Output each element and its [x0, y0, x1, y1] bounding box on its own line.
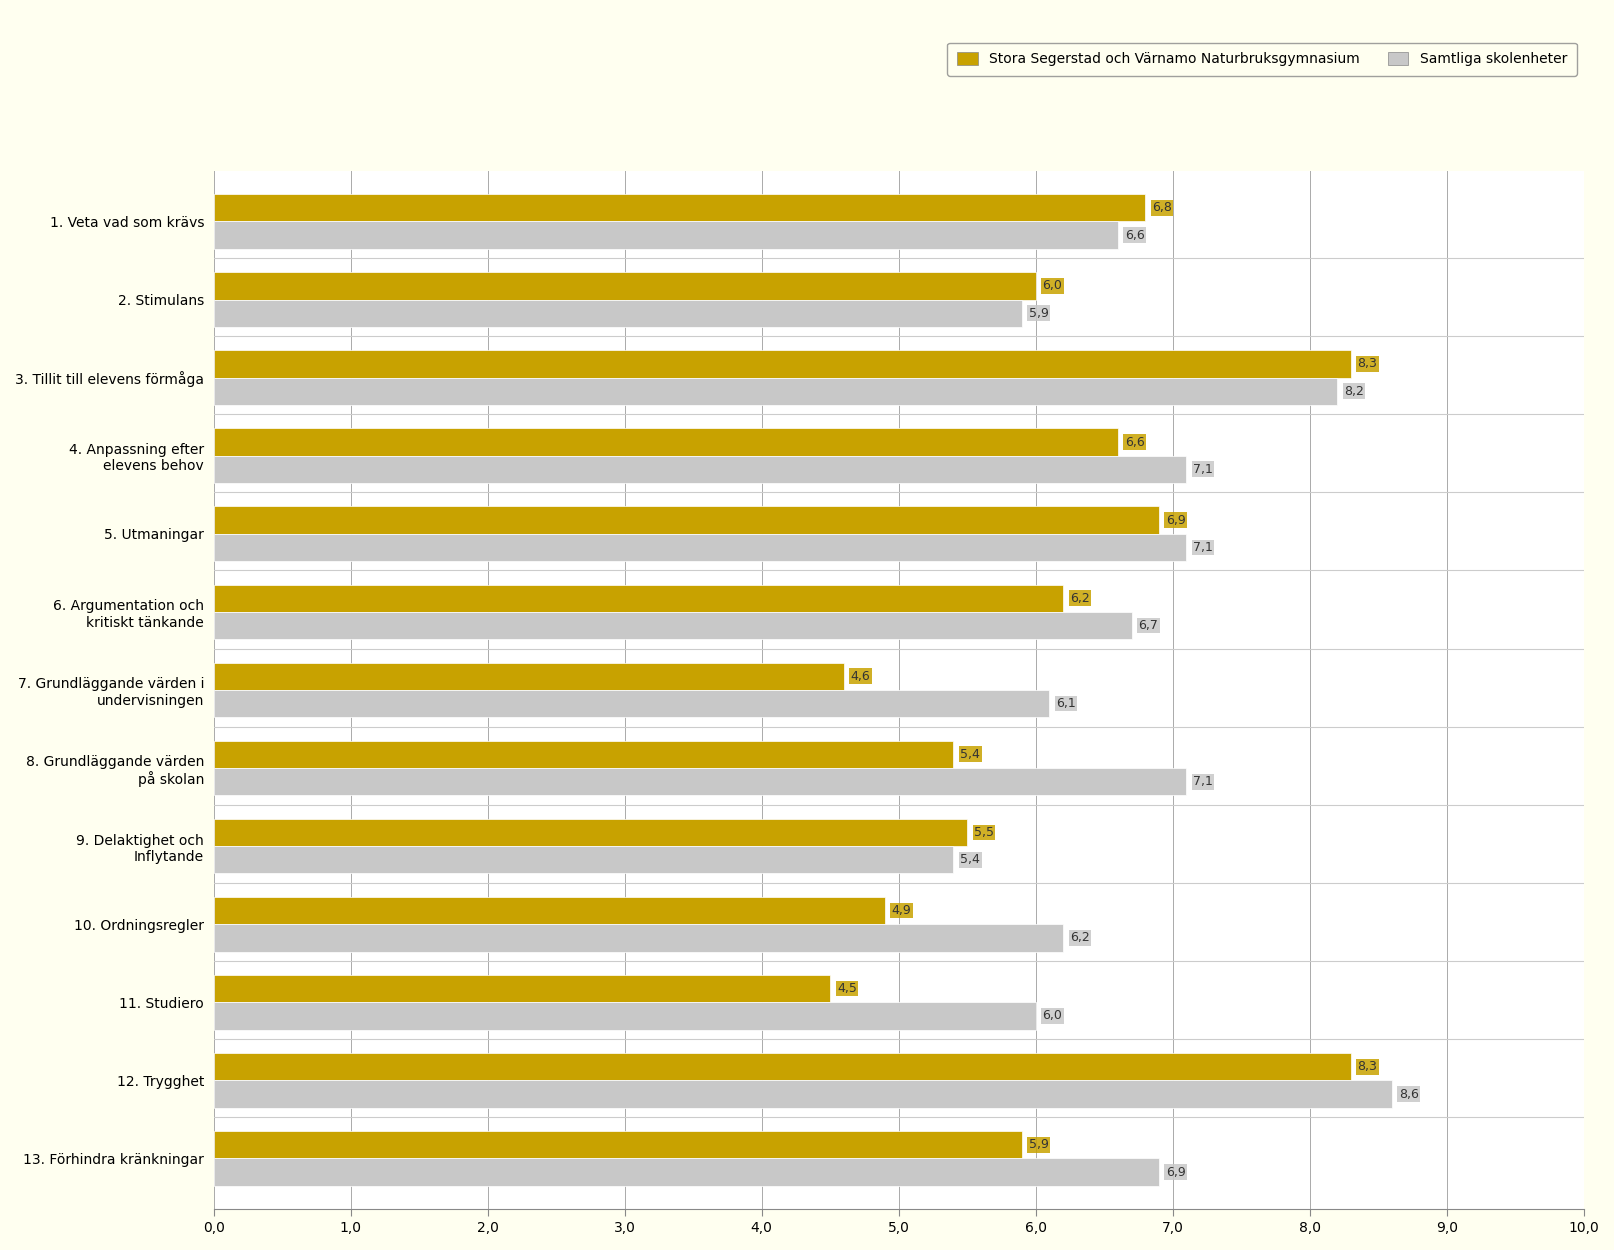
Bar: [213, 1052, 1351, 1080]
Bar: [213, 506, 1159, 534]
Bar: [213, 819, 967, 846]
Text: 6,7: 6,7: [1138, 619, 1159, 632]
Text: 4,5: 4,5: [838, 982, 857, 995]
Bar: [213, 456, 1186, 482]
Legend: Stora Segerstad och Värnamo Naturbruksgymnasium, Samtliga skolenheter: Stora Segerstad och Värnamo Naturbruksgy…: [947, 42, 1577, 76]
Bar: [213, 194, 1146, 221]
Text: 6,1: 6,1: [1056, 698, 1077, 710]
Text: 6,6: 6,6: [1125, 229, 1144, 241]
Bar: [213, 350, 1351, 378]
Text: 4,6: 4,6: [851, 670, 870, 682]
Bar: [213, 611, 1131, 639]
Text: 7,1: 7,1: [1193, 775, 1214, 789]
Text: 6,8: 6,8: [1152, 201, 1172, 214]
Text: 8,3: 8,3: [1357, 1060, 1377, 1074]
Bar: [213, 1080, 1391, 1108]
Bar: [213, 300, 1022, 326]
Text: 4,9: 4,9: [893, 904, 912, 918]
Bar: [213, 1159, 1159, 1186]
Bar: [213, 690, 1049, 718]
Text: 8,6: 8,6: [1399, 1088, 1419, 1100]
Bar: [213, 272, 1036, 300]
Text: 6,0: 6,0: [1043, 279, 1062, 292]
Text: 5,9: 5,9: [1028, 1139, 1049, 1151]
Text: 6,9: 6,9: [1165, 514, 1186, 526]
Bar: [213, 924, 1064, 951]
Text: 6,0: 6,0: [1043, 1010, 1062, 1022]
Text: 5,5: 5,5: [973, 826, 994, 839]
Bar: [213, 662, 844, 690]
Text: 7,1: 7,1: [1193, 541, 1214, 554]
Text: 6,9: 6,9: [1165, 1165, 1186, 1179]
Bar: [213, 1131, 1022, 1159]
Text: 6,2: 6,2: [1070, 931, 1089, 944]
Bar: [213, 221, 1119, 249]
Text: 7,1: 7,1: [1193, 462, 1214, 476]
Bar: [213, 768, 1186, 795]
Text: 6,2: 6,2: [1070, 591, 1089, 605]
Text: 5,9: 5,9: [1028, 306, 1049, 320]
Bar: [213, 741, 954, 768]
Text: 8,3: 8,3: [1357, 357, 1377, 370]
Bar: [213, 846, 954, 874]
Bar: [213, 975, 830, 1002]
Bar: [213, 378, 1336, 405]
Bar: [213, 534, 1186, 561]
Text: 5,4: 5,4: [960, 854, 980, 866]
Bar: [213, 896, 884, 924]
Text: 5,4: 5,4: [960, 748, 980, 761]
Bar: [213, 585, 1064, 611]
Bar: [213, 429, 1119, 456]
Bar: [213, 1003, 1036, 1030]
Text: 8,2: 8,2: [1344, 385, 1364, 398]
Text: 6,6: 6,6: [1125, 435, 1144, 449]
